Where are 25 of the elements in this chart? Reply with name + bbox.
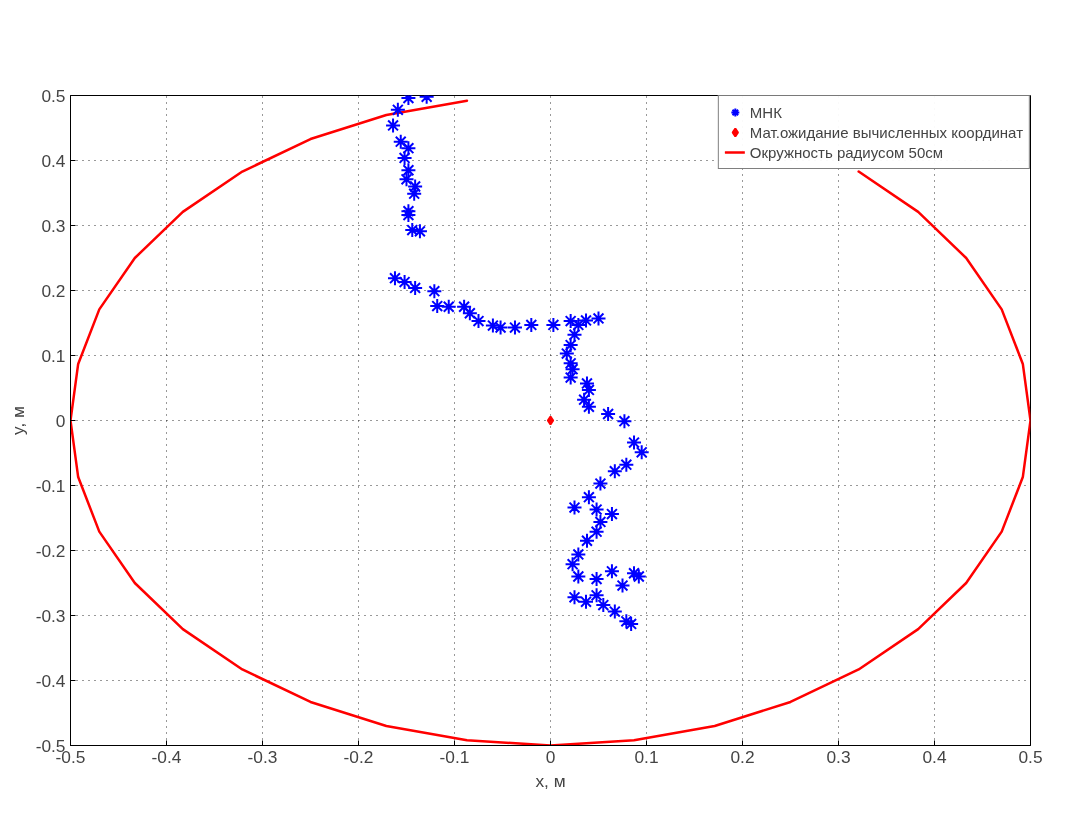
y-tick-label: -0.1 [35, 475, 66, 496]
y-tick-label: 0 [55, 410, 66, 431]
y-tick-label: 0.5 [41, 85, 66, 106]
y-tick-label: -0.2 [35, 540, 66, 561]
x-tick-label: -0.3 [247, 746, 278, 767]
y-tick-label: -0.4 [35, 670, 66, 691]
legend-label: Окружность радиусом 50см [749, 143, 944, 161]
x-tick-label: -0.1 [439, 746, 470, 767]
x-tick-label: 0.2 [730, 746, 755, 767]
x-tick-label: 0.4 [922, 746, 947, 767]
y-tick-label: 0.1 [41, 345, 66, 366]
legend-label: МНК [749, 103, 782, 121]
y-tick-label: -0.3 [35, 605, 66, 626]
x-tick-label: 0 [545, 746, 556, 767]
x-tick-label: 0.1 [634, 746, 659, 767]
y-tick-label: 0.3 [41, 215, 66, 236]
legend-label: Мат.ожидание вычисленных координат [749, 123, 1023, 141]
y-tick-label: 0.2 [41, 280, 66, 301]
y-tick-label: 0.4 [41, 150, 66, 171]
x-tick-label: 0.5 [1018, 746, 1043, 767]
x-axis-title: x, м [535, 770, 566, 791]
x-tick-label: -0.4 [151, 746, 182, 767]
x-tick-label: -0.2 [343, 746, 374, 767]
x-tick-label: 0.3 [826, 746, 851, 767]
y-axis-title: y, м [7, 406, 28, 435]
